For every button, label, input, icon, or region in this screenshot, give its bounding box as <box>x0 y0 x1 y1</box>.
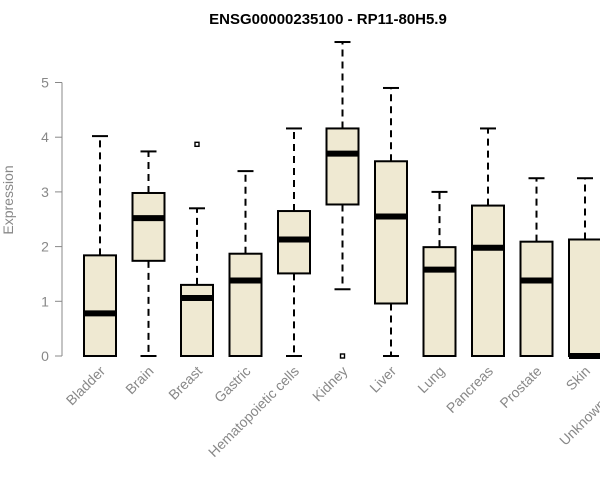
box-9 <box>519 177 554 357</box>
box-rect-7 <box>422 246 457 357</box>
x-label-8: Pancreas <box>443 363 496 416</box>
y-tick-label-3: 3 <box>41 184 49 200</box>
y-tick-label-5: 5 <box>41 75 49 91</box>
box-4 <box>277 127 311 357</box>
box-2 <box>180 141 214 358</box>
box-3 <box>228 170 263 357</box>
x-label-10: Skin <box>563 363 594 394</box>
outlier-5-0 <box>339 353 346 359</box>
box-rect-10 <box>568 238 600 357</box>
box-10 <box>568 177 600 359</box>
y-tick-label-4: 4 <box>41 129 49 145</box>
x-label-9: Prostate <box>496 363 544 411</box>
y-axis-label: Expression <box>0 165 16 234</box>
box-rect-8 <box>471 204 505 357</box>
x-label-2: Breast <box>165 363 205 403</box>
box-rect-6 <box>374 160 408 305</box>
x-label-0: Bladder <box>63 363 109 409</box>
box-1 <box>131 150 166 357</box>
x-label-3: Gastric <box>211 363 254 406</box>
box-8 <box>471 127 505 357</box>
x-label-5: Kidney <box>309 363 351 405</box>
box-rect-3 <box>228 252 263 357</box>
y-tick-label-2: 2 <box>41 239 49 255</box>
box-6 <box>374 86 408 357</box>
x-label-6: Liver <box>366 363 399 396</box>
x-label-1: Brain <box>122 363 156 397</box>
box-rect-0 <box>83 254 117 358</box>
x-label-7: Lung <box>414 363 447 396</box>
outlier-2-0 <box>194 141 200 148</box>
chart-title: ENSG00000235100 - RP11-80H5.9 <box>209 11 447 28</box>
x-label-4: Hematopoietic cells <box>205 363 302 460</box>
box-7 <box>422 190 457 357</box>
box-rect-5 <box>325 127 360 206</box>
y-axis: 0 1 2 3 4 5 <box>41 75 63 364</box>
box-rect-9 <box>519 240 554 357</box>
boxes-group <box>83 41 600 359</box>
box-rect-1 <box>131 191 166 262</box>
y-tick-label-1: 1 <box>41 293 49 309</box>
box-0 <box>83 135 117 358</box>
box-5 <box>325 41 360 359</box>
y-tick-label-0: 0 <box>41 348 49 364</box>
